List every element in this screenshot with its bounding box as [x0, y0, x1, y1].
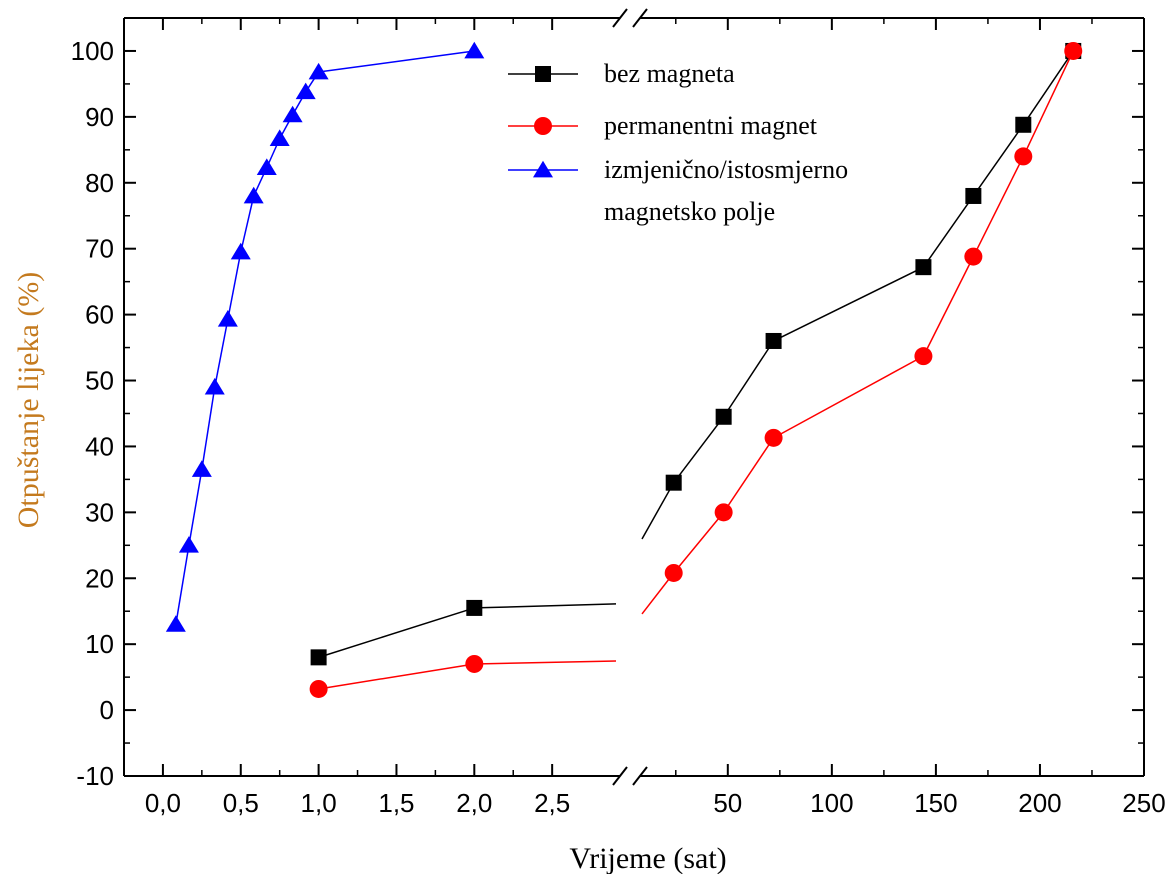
- series-line: [673, 416, 725, 484]
- data-point: [217, 310, 238, 327]
- data-point: [204, 377, 225, 395]
- series-line: [318, 50, 475, 73]
- data-point: [765, 332, 782, 349]
- data-point: [715, 408, 732, 425]
- x-axis: 0,0 0,5 1,0 1,5 2,0 2,5 50 100 150 200 250: [145, 18, 1166, 818]
- data-point: [664, 563, 683, 582]
- axis-break-mark: [612, 8, 628, 28]
- data-point: [309, 679, 328, 698]
- x-right-tick-label: 100: [810, 788, 853, 818]
- data-point: [964, 247, 983, 266]
- legend: bez magneta permanentni magnet izmjenično/…: [508, 59, 848, 226]
- x-right-tick-label: 250: [1122, 788, 1165, 818]
- series-line: [318, 607, 475, 659]
- x-left-tick-label: 0,5: [223, 788, 259, 818]
- x-left-tick-label: 1,0: [301, 788, 337, 818]
- series-line: [214, 319, 229, 388]
- series-line: [227, 251, 242, 320]
- y-axis: -10 0 10 20 30 40 50 60 70 80 90 100: [71, 36, 1144, 791]
- data-point: [764, 428, 783, 447]
- series-line: [972, 124, 1024, 197]
- y-tick-label: -10: [76, 761, 114, 791]
- data-point: [1064, 41, 1083, 60]
- series-line: [773, 266, 924, 342]
- series-line: [641, 482, 675, 540]
- x-left-tick-label: 2,5: [534, 788, 570, 818]
- data-point: [256, 158, 277, 175]
- data-point: [243, 186, 264, 204]
- legend-label: bez magneta: [604, 59, 735, 88]
- data-point: [714, 503, 733, 522]
- data-point: [178, 536, 199, 553]
- y-tick-label: 60: [85, 300, 114, 330]
- x-right-tick-label: 50: [713, 788, 742, 818]
- series-line: [773, 355, 924, 439]
- series-line: [1022, 50, 1074, 126]
- x-axis-title: Vrijeme (sat): [569, 842, 726, 874]
- x-right-tick-label: 200: [1018, 788, 1061, 818]
- x-left-tick-label: 1,5: [378, 788, 414, 818]
- data-point: [466, 599, 483, 616]
- data-point: [310, 649, 327, 666]
- y-tick-label: 100: [71, 36, 114, 66]
- series-line: [318, 663, 475, 690]
- plot-frame: [123, 8, 1145, 786]
- data-point: [308, 62, 329, 80]
- series-line: [188, 469, 203, 546]
- series-line: [723, 340, 775, 418]
- legend-marker: [534, 117, 552, 135]
- series-line: [673, 511, 725, 574]
- data-point: [282, 105, 303, 123]
- data-point: [191, 460, 212, 477]
- data-point: [1015, 116, 1032, 133]
- series-line: [201, 386, 216, 470]
- x-left-tick-label: 0,0: [145, 788, 181, 818]
- axis-break-mark: [632, 766, 648, 786]
- series-line: [474, 660, 617, 665]
- y-tick-label: 50: [85, 366, 114, 396]
- series-line: [972, 156, 1024, 257]
- data-point: [230, 242, 251, 260]
- series-3: [165, 41, 485, 632]
- legend-marker: [533, 160, 553, 178]
- y-tick-label: 0: [100, 695, 114, 725]
- y-tick-label: 70: [85, 234, 114, 264]
- data-point: [465, 654, 484, 673]
- data-point: [269, 129, 290, 146]
- series-line: [922, 195, 974, 268]
- x-right-tick-label: 150: [914, 788, 957, 818]
- data-point: [295, 82, 316, 100]
- y-tick-label: 20: [85, 563, 114, 593]
- series-layer: [165, 41, 1083, 698]
- y-tick-label: 30: [85, 497, 114, 527]
- legend-label: izmjenično/istosmjerno: [604, 155, 848, 184]
- series-line: [240, 195, 255, 253]
- data-point: [665, 474, 682, 491]
- series-line: [723, 437, 775, 513]
- data-point: [915, 259, 932, 276]
- data-point: [165, 615, 186, 632]
- series-line: [922, 256, 975, 357]
- axis-break-mark: [612, 766, 628, 786]
- legend-label: magnetsko polje: [604, 197, 775, 226]
- series-line: [1022, 50, 1074, 157]
- series-2: [309, 41, 1083, 698]
- data-point: [965, 187, 982, 204]
- axis-break-mark: [632, 8, 648, 28]
- data-point: [914, 347, 933, 366]
- y-tick-label: 80: [85, 168, 114, 198]
- legend-label: permanentni magnet: [604, 111, 818, 140]
- x-left-tick-label: 2,0: [456, 788, 492, 818]
- series-1: [310, 42, 1082, 666]
- data-point: [1014, 147, 1033, 166]
- y-axis-title: Otpuštanje lijeka (%): [12, 272, 45, 529]
- y-tick-label: 90: [85, 102, 114, 132]
- y-tick-label: 40: [85, 431, 114, 461]
- series-line: [175, 545, 190, 625]
- y-tick-label: 10: [85, 629, 114, 659]
- series-line: [474, 603, 617, 609]
- legend-marker: [535, 66, 551, 82]
- data-point: [464, 41, 485, 59]
